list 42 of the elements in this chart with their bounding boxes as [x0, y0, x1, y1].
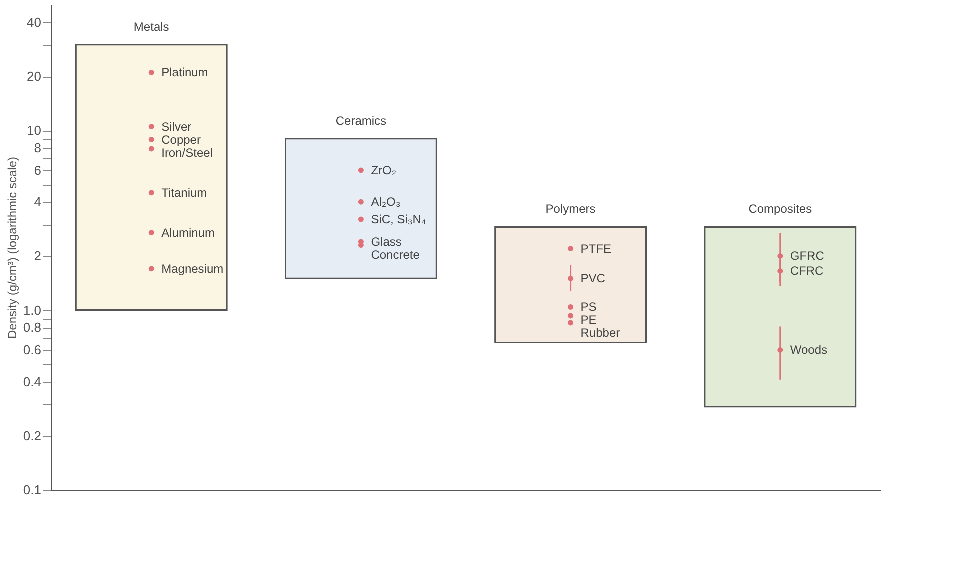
y-tick-label: 6 [34, 162, 42, 178]
y-axis-title: Density (g/cm³) (logarithmic scale) [5, 156, 20, 340]
y-tick-label: 2 [34, 248, 42, 264]
data-label: ZrO₂ [371, 163, 397, 178]
data-label: Iron/Steel [162, 146, 213, 160]
data-label: Woods [790, 343, 828, 358]
y-tick-label: 10 [27, 123, 42, 138]
bar [284, 138, 438, 280]
bar [704, 226, 857, 408]
x-tick-label: Composites [748, 202, 812, 216]
data-label: PE [580, 313, 597, 328]
data-label: Magnesium [162, 262, 224, 276]
y-tick-label: 0.2 [23, 428, 42, 444]
y-tick-label: 4 [34, 194, 42, 210]
y-tick-label: 40 [27, 14, 42, 30]
x-tick-label: Metals [134, 20, 170, 34]
bar [494, 226, 648, 344]
y-tick-label: 8 [34, 140, 42, 156]
data-label: PS [580, 300, 597, 314]
data-label: GFRC [790, 249, 825, 264]
data-label: CFRC [790, 264, 824, 278]
data-label: Glass [371, 234, 402, 249]
data-label: PVC [580, 272, 606, 286]
y-tick-label: 20 [27, 69, 42, 84]
y-tick-label: 0.6 [23, 342, 42, 358]
y-tick-label: 0.1 [23, 482, 42, 498]
data-label: Concrete [371, 248, 420, 262]
y-tick-label: 0.4 [23, 374, 42, 390]
data-label: Titanium [162, 186, 208, 200]
x-tick-label: Ceramics [336, 114, 387, 128]
data-label: Aluminum [162, 226, 215, 240]
x-tick-label: Polymers [546, 202, 596, 216]
data-label: Al₂O₃ [371, 195, 401, 210]
data-label: PTFE [580, 242, 612, 256]
bar [75, 44, 228, 312]
y-tick-label: 1.0 [23, 302, 42, 318]
data-label: Silver [162, 120, 192, 134]
data-label: Copper [162, 132, 201, 147]
y-tick-label: 0.8 [23, 320, 42, 336]
data-label: Platinum [162, 66, 208, 80]
data-label: SiC, Si₃N₄ [371, 212, 426, 227]
data-label: Rubber [580, 326, 620, 340]
